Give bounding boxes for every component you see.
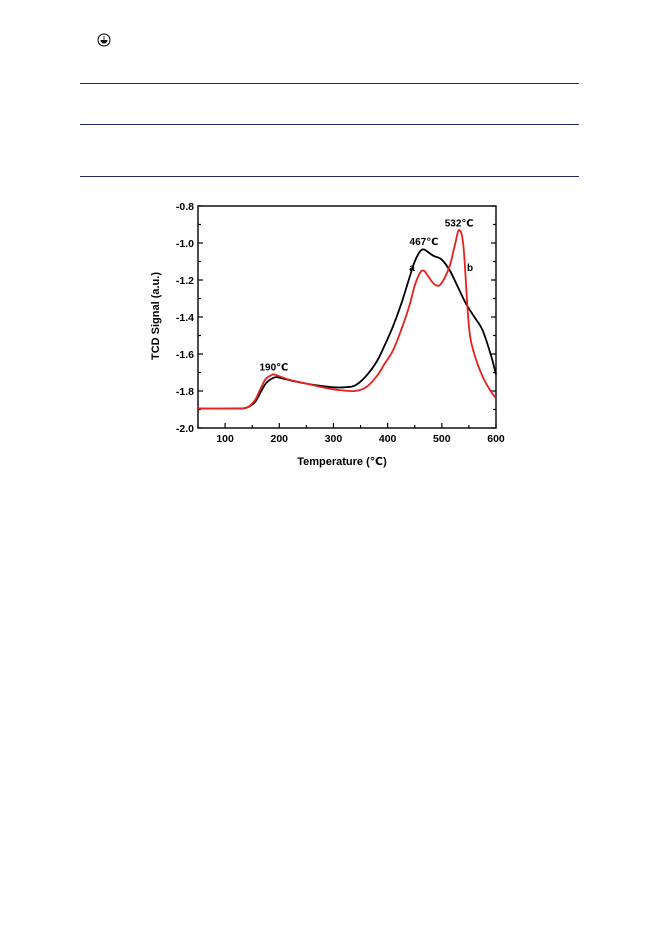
x-tick-label: 500 [433, 433, 451, 445]
circle-bowl-icon [97, 33, 111, 47]
series-line-b [197, 229, 497, 410]
annotation-label: 190℃ [259, 363, 288, 374]
y-tick-label: -1.8 [176, 386, 194, 398]
annotation-label: 467℃ [410, 237, 439, 248]
y-tick-label: -2.0 [176, 423, 194, 435]
x-axis-title: Temperature (℃) [297, 456, 387, 468]
plot-area: 100 200 300 400 500 600 -2.0 -1.8 -1.6 -1.4 -1.2 -1… [176, 201, 505, 445]
plot-frame [197, 205, 497, 429]
tpr-chart: 100 200 300 400 500 600 -2.0 -1.8 -1.6 -1.4 -1.2 -1… [150, 201, 505, 468]
annotation-label: a [409, 263, 415, 274]
y-tick-label: -1.4 [176, 312, 194, 324]
annotation-label: b [467, 263, 473, 274]
y-tick-label: -1.6 [176, 349, 194, 361]
x-tick-label: 400 [379, 433, 397, 445]
y-axis-title: TCD Signal (a.u.) [150, 272, 162, 360]
header-rule-middle [80, 124, 579, 125]
y-tick-label: -1.2 [176, 275, 194, 287]
x-tick-label: 600 [487, 433, 505, 445]
x-tick-label: 100 [216, 433, 234, 445]
y-tick-label: -1.0 [176, 238, 194, 250]
x-tick-label: 200 [271, 433, 289, 445]
header-rule-top [80, 83, 579, 84]
x-tick-label: 300 [325, 433, 343, 445]
y-tick-label: -0.8 [176, 201, 194, 213]
header-rule-bottom [80, 176, 579, 177]
annotation-label: 532℃ [445, 218, 474, 229]
series-line-a [197, 248, 497, 410]
